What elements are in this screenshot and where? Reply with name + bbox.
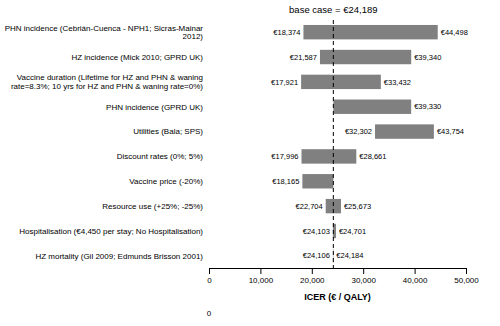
data-label: €24,184 — [336, 251, 363, 260]
row-label: Vaccine duration (Lifetime for HZ and PH… — [11, 73, 203, 91]
row-labels: PHN incidence (Cebrián-Cuenca - NPH1; Si… — [5, 23, 204, 260]
data-label: €17,996 — [271, 152, 298, 161]
bar — [303, 25, 437, 39]
data-label: €33,432 — [384, 78, 411, 87]
data-label: €44,498 — [441, 28, 468, 37]
data-label: €32,302 — [345, 127, 372, 136]
x-tick-mark — [312, 268, 313, 274]
data-label: €24,701 — [339, 227, 366, 236]
row-label: HZ incidence (Mick 2010; GPRD UK) — [71, 53, 203, 62]
data-label: €39,340 — [414, 53, 441, 62]
row-label: Hospitalisation (€4,450 per stay; No Hos… — [19, 227, 203, 236]
row-label: PHN incidence (GPRD UK) — [106, 103, 203, 112]
base-case-line — [333, 20, 334, 268]
data-label: €43,754 — [437, 127, 464, 136]
chart: PHN incidence (Cebrián-Cuenca - NPH1; Si… — [0, 0, 500, 326]
x-tick: 20,000 — [300, 268, 325, 285]
x-tick: 50,000 — [454, 268, 479, 285]
x-tick-label: 40,000 — [403, 276, 428, 285]
bar — [302, 174, 333, 188]
x-tick-label: 10,000 — [249, 276, 274, 285]
x-tick-mark — [363, 268, 364, 274]
x-axis-title: ICER (€ / QALY) — [304, 292, 371, 302]
data-label: €22,704 — [296, 202, 323, 211]
x-tick-label: 50,000 — [454, 276, 479, 285]
x-tick-label: 20,000 — [300, 276, 325, 285]
x-tick-mark — [260, 268, 261, 274]
row-label: PHN incidence (Cebrián-Cuenca - NPH1; Si… — [5, 23, 204, 41]
data-label: €28,661 — [359, 152, 386, 161]
bar — [333, 100, 411, 114]
data-label: €17,921 — [271, 78, 298, 87]
x-tick: 40,000 — [403, 268, 428, 285]
x-tick-label: 30,000 — [351, 276, 376, 285]
plot: €18,374 €44,498 €21,587 €39,340 €17,921 €33,4… — [207, 20, 480, 318]
data-label: €24,106 — [303, 251, 330, 260]
row-label: Resource use (+25%; -25%) — [102, 202, 203, 211]
x-tick-mark — [209, 268, 210, 274]
x-tick-mark — [466, 268, 467, 274]
x-axis-line — [210, 269, 467, 275]
row-label: Vaccine price (-20%) — [129, 177, 203, 186]
data-label: €18,374 — [273, 28, 300, 37]
bar — [375, 124, 434, 138]
x-tick: 30,000 — [351, 268, 376, 285]
row-label: HZ mortality (Gil 2009; Edmunds Brisson … — [35, 252, 203, 261]
annotation: 0 — [207, 309, 212, 318]
bar — [301, 149, 356, 163]
data-label: €21,587 — [290, 53, 317, 62]
x-tick-mark — [415, 268, 416, 274]
data-label: €39,330 — [414, 102, 441, 111]
data-label: €24,103 — [303, 227, 330, 236]
title: base case = €24,189 — [289, 4, 377, 15]
data-label: €25,673 — [344, 202, 371, 211]
x-tick-label: 0 — [207, 276, 212, 285]
bar — [301, 75, 381, 89]
row-label: Discount rates (0%; 5%) — [117, 152, 204, 161]
data-labels: €18,374 €44,498 €21,587 €39,340 €17,921 €33,4… — [271, 28, 468, 261]
x-tick: 10,000 — [249, 268, 274, 285]
row-label: Utilities (Bala; SPS) — [133, 127, 203, 136]
data-label: €18,165 — [272, 177, 299, 186]
x-axis: 0 10,000 20,000 30,000 40,000 50,000 — [207, 268, 479, 285]
x-tick: 0 — [207, 268, 212, 285]
